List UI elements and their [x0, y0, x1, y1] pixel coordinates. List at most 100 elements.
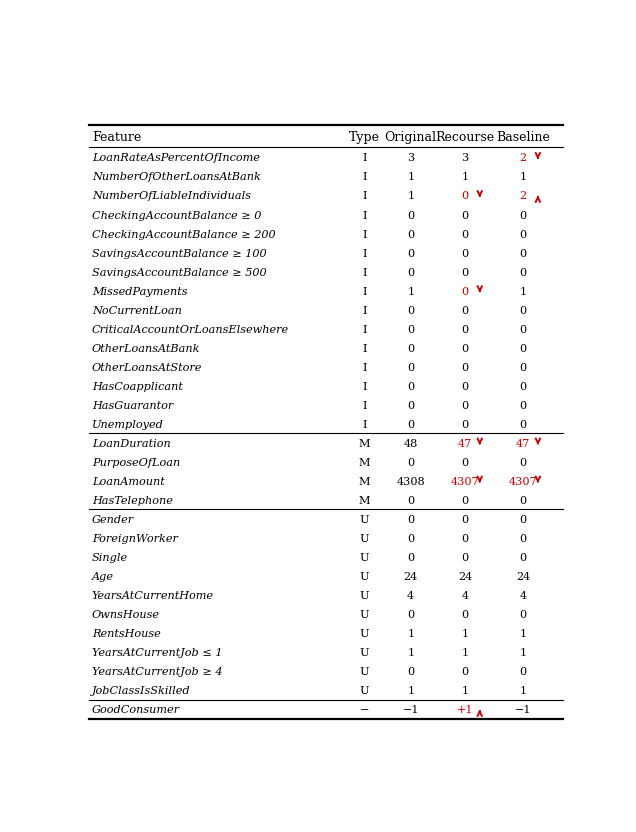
Text: 0: 0: [520, 458, 527, 468]
Text: PurposeOfLoan: PurposeOfLoan: [92, 458, 180, 468]
Text: 0: 0: [461, 496, 469, 506]
Text: M: M: [359, 439, 370, 449]
Text: 1: 1: [520, 172, 527, 182]
Text: U: U: [359, 648, 369, 658]
Text: 1: 1: [520, 287, 527, 297]
Text: LoanRateAsPercentOfIncome: LoanRateAsPercentOfIncome: [92, 153, 259, 163]
Text: 0: 0: [520, 382, 527, 392]
Text: −1: −1: [403, 706, 419, 716]
Text: CheckingAccountBalance ≥ 200: CheckingAccountBalance ≥ 200: [92, 230, 275, 240]
Text: 0: 0: [407, 458, 414, 468]
Text: ForeignWorker: ForeignWorker: [92, 534, 177, 544]
Text: 48: 48: [403, 439, 418, 449]
Text: I: I: [362, 230, 366, 240]
Text: 0: 0: [461, 420, 469, 430]
Text: 0: 0: [407, 611, 414, 621]
Text: 0: 0: [520, 420, 527, 430]
Text: 0: 0: [407, 324, 414, 334]
Text: 0: 0: [461, 344, 469, 354]
Text: 1: 1: [407, 172, 414, 182]
Text: 24: 24: [404, 572, 418, 582]
Text: 0: 0: [520, 363, 527, 373]
Text: 0: 0: [461, 210, 469, 220]
Text: 0: 0: [407, 249, 414, 259]
Text: LoanDuration: LoanDuration: [92, 439, 170, 449]
Text: 0: 0: [407, 382, 414, 392]
Text: OtherLoansAtStore: OtherLoansAtStore: [92, 363, 202, 373]
Text: +1: +1: [457, 706, 473, 716]
Text: 1: 1: [520, 629, 527, 639]
Text: HasGuarantor: HasGuarantor: [92, 401, 173, 411]
Text: 3: 3: [461, 153, 469, 163]
Text: HasCoapplicant: HasCoapplicant: [92, 382, 183, 392]
Text: U: U: [359, 515, 369, 525]
Text: I: I: [362, 344, 366, 354]
Text: I: I: [362, 305, 366, 315]
Text: 0: 0: [407, 305, 414, 315]
Text: −: −: [360, 706, 369, 716]
Text: 4308: 4308: [396, 477, 425, 487]
Text: Unemployed: Unemployed: [92, 420, 163, 430]
Text: 0: 0: [461, 553, 469, 563]
Text: U: U: [359, 592, 369, 602]
Text: M: M: [359, 458, 370, 468]
Text: YearsAtCurrentJob ≥ 4: YearsAtCurrentJob ≥ 4: [92, 667, 223, 677]
Text: 0: 0: [461, 363, 469, 373]
Text: 0: 0: [520, 496, 527, 506]
Text: OtherLoansAtBank: OtherLoansAtBank: [92, 344, 200, 354]
Text: 4: 4: [407, 592, 414, 602]
Text: I: I: [362, 249, 366, 259]
Text: 1: 1: [520, 686, 527, 696]
Text: 4: 4: [520, 592, 527, 602]
Text: 1: 1: [461, 172, 469, 182]
Text: 0: 0: [520, 249, 527, 259]
Text: MissedPayments: MissedPayments: [92, 287, 188, 297]
Text: 47: 47: [516, 439, 530, 449]
Text: 0: 0: [520, 210, 527, 220]
Text: 1: 1: [407, 629, 414, 639]
Text: OwnsHouse: OwnsHouse: [92, 611, 160, 621]
Text: 0: 0: [407, 344, 414, 354]
Text: 0: 0: [520, 230, 527, 240]
Text: 0: 0: [461, 305, 469, 315]
Text: Gender: Gender: [92, 515, 134, 525]
Text: 2: 2: [520, 191, 527, 201]
Text: Age: Age: [92, 572, 114, 582]
Text: I: I: [362, 324, 366, 334]
Text: 0: 0: [461, 230, 469, 240]
Text: SavingsAccountBalance ≥ 500: SavingsAccountBalance ≥ 500: [92, 268, 266, 278]
Text: U: U: [359, 686, 369, 696]
Text: 0: 0: [407, 230, 414, 240]
Text: 24: 24: [458, 572, 472, 582]
Text: 0: 0: [407, 363, 414, 373]
Text: 0: 0: [520, 667, 527, 677]
Text: 0: 0: [407, 420, 414, 430]
Text: 0: 0: [520, 324, 527, 334]
Text: 0: 0: [407, 210, 414, 220]
Text: 1: 1: [461, 648, 469, 658]
Text: 0: 0: [520, 305, 527, 315]
Text: U: U: [359, 553, 369, 563]
Text: 0: 0: [461, 667, 469, 677]
Text: 3: 3: [407, 153, 414, 163]
Text: 0: 0: [407, 667, 414, 677]
Text: I: I: [362, 191, 366, 201]
Text: I: I: [362, 382, 366, 392]
Text: U: U: [359, 667, 369, 677]
Text: YearsAtCurrentJob ≤ 1: YearsAtCurrentJob ≤ 1: [92, 648, 223, 658]
Text: CheckingAccountBalance ≥ 0: CheckingAccountBalance ≥ 0: [92, 210, 261, 220]
Text: HasTelephone: HasTelephone: [92, 496, 173, 506]
Text: Baseline: Baseline: [496, 131, 550, 144]
Text: U: U: [359, 572, 369, 582]
Text: 0: 0: [461, 324, 469, 334]
Text: 1: 1: [520, 648, 527, 658]
Text: U: U: [359, 629, 369, 639]
Text: U: U: [359, 611, 369, 621]
Text: 1: 1: [461, 629, 469, 639]
Text: M: M: [359, 496, 370, 506]
Text: I: I: [362, 153, 366, 163]
Text: 0: 0: [520, 553, 527, 563]
Text: 0: 0: [461, 401, 469, 411]
Text: 0: 0: [461, 515, 469, 525]
Text: 0: 0: [407, 534, 414, 544]
